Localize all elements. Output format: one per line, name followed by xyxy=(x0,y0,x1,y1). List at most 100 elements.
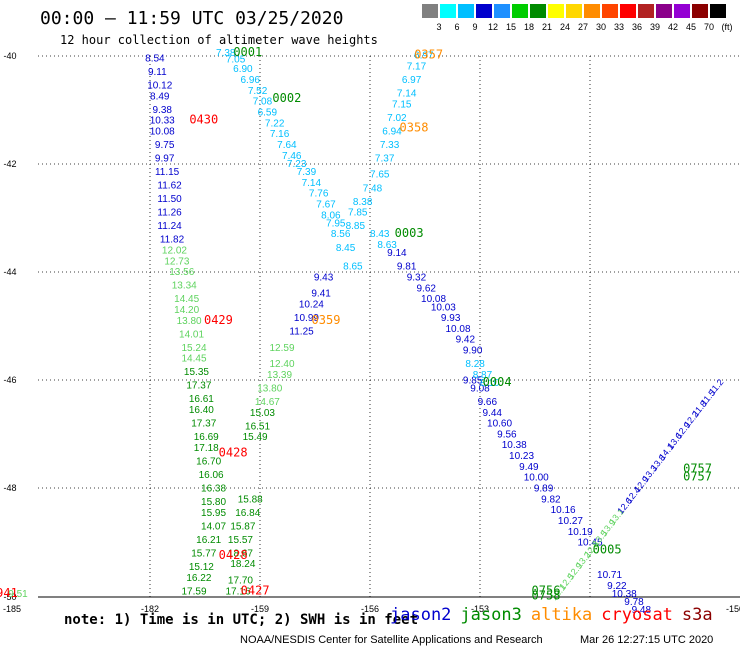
satellite-legend: jason2 jason3 altika cryosat s3a xyxy=(390,605,722,625)
swh-value-label: 6.96 xyxy=(240,75,260,86)
swh-value-label: 7.14 xyxy=(302,178,322,189)
y-tick-label: -42 xyxy=(3,159,16,169)
legend-tick-label: 33 xyxy=(613,22,624,32)
swh-value-label: 15.87 xyxy=(230,521,255,532)
swh-value-label: 16.61 xyxy=(189,394,214,405)
swh-value-label: 7.38 xyxy=(216,48,236,59)
legend-swatch xyxy=(638,4,655,18)
swh-value-label: 8.65 xyxy=(343,262,363,273)
swh-value-label: 15.95 xyxy=(201,508,226,519)
legend-swatch xyxy=(512,4,529,18)
time-label: 0758 xyxy=(532,589,561,603)
y-tick-label: -50 xyxy=(3,592,16,602)
swh-value-label: 14.20 xyxy=(174,305,199,316)
swh-value-label: 15.03 xyxy=(250,408,275,419)
swh-value-label: 11.50 xyxy=(157,194,182,205)
time-label: 0757 xyxy=(683,462,712,476)
swh-value-label: 9.89 xyxy=(534,484,554,495)
time-label: 0430 xyxy=(189,113,218,127)
swh-value-label: 15.35 xyxy=(184,367,209,378)
swh-value-label: 7.64 xyxy=(277,140,297,151)
legend-swatch xyxy=(566,4,583,18)
swh-value-label: 15.77 xyxy=(191,548,216,559)
swh-value-label: 10.27 xyxy=(558,516,583,527)
swh-value-label: 7.39 xyxy=(297,167,317,178)
swh-value-label: 9.75 xyxy=(155,140,175,151)
x-tick-label: -153 xyxy=(471,604,489,614)
swh-value-label: 8.49 xyxy=(150,91,170,102)
legend-swatch xyxy=(710,4,727,18)
time-label: 0359 xyxy=(312,313,341,327)
legend-tick-label: 6 xyxy=(454,22,460,32)
legend-tick-label: 3 xyxy=(436,22,442,32)
swh-value-label: 6.90 xyxy=(233,64,253,75)
legend-swatch xyxy=(656,4,673,18)
swh-value-label: 17.16 xyxy=(225,586,250,597)
y-tick-label: -44 xyxy=(3,267,16,277)
swh-value-label: 9.41 xyxy=(311,289,331,300)
swh-value-label: 11.25 xyxy=(289,327,314,338)
x-tick-label: -150 xyxy=(726,604,740,614)
swh-value-label: 14.45 xyxy=(174,294,199,305)
swh-value-label: 15.57 xyxy=(228,535,253,546)
swh-value-label: 6.94 xyxy=(382,126,402,137)
swh-value-label: 10.16 xyxy=(551,505,576,516)
time-label: 0428 xyxy=(219,445,248,459)
swh-value-label: 11.24 xyxy=(157,221,182,232)
swh-value-label: 9.56 xyxy=(497,429,517,440)
swh-value-label: 9.78 xyxy=(624,597,644,608)
swh-value-label: 12.02 xyxy=(162,245,187,256)
swh-value-label: 9.97 xyxy=(155,153,175,164)
swh-value-label: 7.17 xyxy=(407,62,427,73)
time-label: 0429 xyxy=(204,313,233,327)
time-label: 0002 xyxy=(272,91,301,105)
y-tick-label: -46 xyxy=(3,375,16,385)
swh-value-label: 7.85 xyxy=(348,208,368,219)
swh-value-label: 13.34 xyxy=(172,281,197,292)
swh-value-label: 7.23 xyxy=(287,159,307,170)
swh-value-label: 12.73 xyxy=(164,256,189,267)
swh-value-label: 10.24 xyxy=(299,300,324,311)
swh-value-label: 13.39 xyxy=(267,370,292,381)
swh-value-label: 8.10 xyxy=(480,378,500,389)
swh-value-label: 7.33 xyxy=(380,140,400,151)
legend-tick-label: 42 xyxy=(667,22,678,32)
time-label: 0001 xyxy=(233,45,262,59)
footer-note: note: 1) Time is in UTC; 2) SWH is in fe… xyxy=(64,612,419,628)
swh-value-label: 7.05 xyxy=(226,54,246,65)
swh-value-label: 16.70 xyxy=(196,456,221,467)
time-label: 0003 xyxy=(395,226,424,240)
swh-value-label: 9.48 xyxy=(632,605,652,616)
satellite-name: s3a xyxy=(681,605,713,625)
swh-value-label: 9.11 xyxy=(148,67,167,78)
time-label: 0358 xyxy=(400,121,429,135)
satellite-name: jason2 xyxy=(390,605,452,625)
swh-value-label: 8.85 xyxy=(346,221,366,232)
swh-value-label: 17.37 xyxy=(186,381,211,392)
legend-tick-label: 12 xyxy=(487,22,498,32)
swh-value-label: 12.40 xyxy=(269,359,294,370)
swh-value-label: 7.48 xyxy=(363,183,383,194)
swh-value-label: 10.23 xyxy=(509,451,534,462)
swh-value-label: 7.22 xyxy=(265,118,285,129)
legend-tick-label: 70 xyxy=(703,22,714,32)
legend-swatch xyxy=(476,4,493,18)
time-label: 0357 xyxy=(414,48,443,62)
swh-value-label: 11.82 xyxy=(160,235,185,246)
swh-value-label: 8.56 xyxy=(331,229,351,240)
swh-value-label: 10.38 xyxy=(502,440,527,451)
swh-value-label: 15.24 xyxy=(181,343,206,354)
y-tick-label: -40 xyxy=(3,51,16,61)
swh-value-label: 9.62 xyxy=(416,283,436,294)
swh-value-label: 16.38 xyxy=(201,484,226,495)
time-label: 0941 xyxy=(0,586,18,600)
swh-value-label: 10.71 xyxy=(597,570,622,581)
swh-value-label: 10.03 xyxy=(431,302,456,313)
swh-value-label: 17.37 xyxy=(191,419,216,430)
swh-value-label: 7.02 xyxy=(387,113,407,124)
y-tick-label: -48 xyxy=(3,483,16,493)
swh-value-label: 17.18 xyxy=(194,443,219,454)
swh-value-label: 14.01 xyxy=(179,329,204,340)
legend-swatch xyxy=(422,4,439,18)
swh-value-label: 9.93 xyxy=(441,313,461,324)
